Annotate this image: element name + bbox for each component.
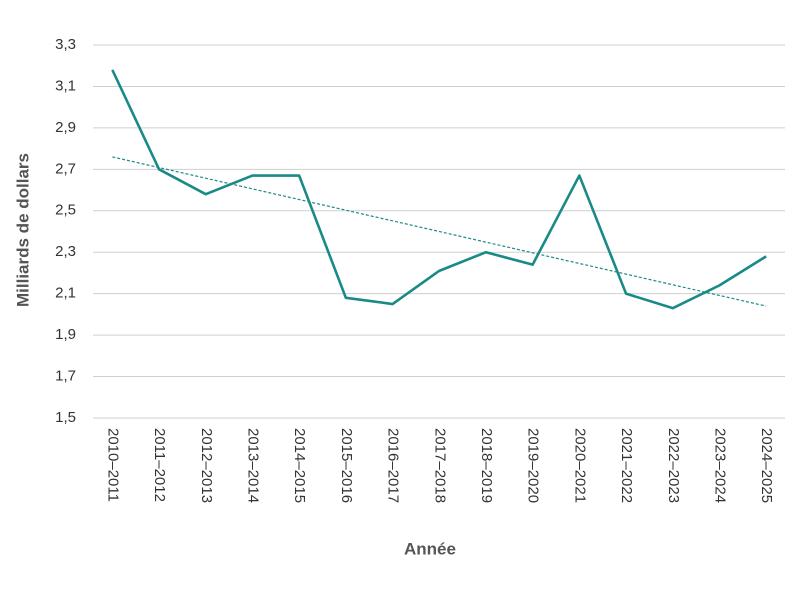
x-tick-label: 2015–2016 bbox=[338, 428, 355, 503]
x-tick-label: 2012–2013 bbox=[198, 428, 215, 503]
trend-line bbox=[112, 156, 767, 307]
data-line bbox=[111, 69, 767, 310]
x-tick-label: 2018–2019 bbox=[478, 428, 495, 503]
y-tick-label: 2,9 bbox=[55, 119, 76, 136]
y-tick-label: 2,5 bbox=[55, 202, 76, 219]
x-axis-title: Année bbox=[404, 539, 456, 558]
y-tick-label: 3,1 bbox=[55, 77, 76, 94]
x-tick-label: 2011–2012 bbox=[151, 428, 168, 502]
y-tick-label: 2,3 bbox=[55, 243, 76, 260]
y-tick-label: 1,7 bbox=[55, 368, 76, 385]
x-tick-label: 2014–2015 bbox=[291, 428, 308, 503]
y-axis-title: Milliards de dollars bbox=[13, 153, 32, 307]
x-tick-label: 2020–2021 bbox=[571, 428, 588, 503]
x-tick-label: 2010–2011 bbox=[104, 428, 121, 502]
x-tick-label: 2019–2020 bbox=[525, 428, 542, 503]
y-tick-label: 1,5 bbox=[55, 409, 76, 426]
x-tick-label: 2024–2025 bbox=[758, 428, 775, 503]
x-tick-label: 2023–2024 bbox=[711, 428, 728, 503]
x-tick-label: 2013–2014 bbox=[244, 428, 261, 503]
x-tick-label: 2016–2017 bbox=[385, 428, 402, 503]
y-tick-label: 3,3 bbox=[55, 36, 76, 53]
y-tick-label: 1,9 bbox=[55, 326, 76, 343]
y-tick-label: 2,1 bbox=[55, 285, 76, 302]
y-tick-label: 2,7 bbox=[55, 160, 76, 177]
x-tick-label: 2021–2022 bbox=[618, 428, 635, 503]
x-tick-label: 2022–2023 bbox=[665, 428, 682, 503]
x-tick-label: 2017–2018 bbox=[431, 428, 448, 503]
